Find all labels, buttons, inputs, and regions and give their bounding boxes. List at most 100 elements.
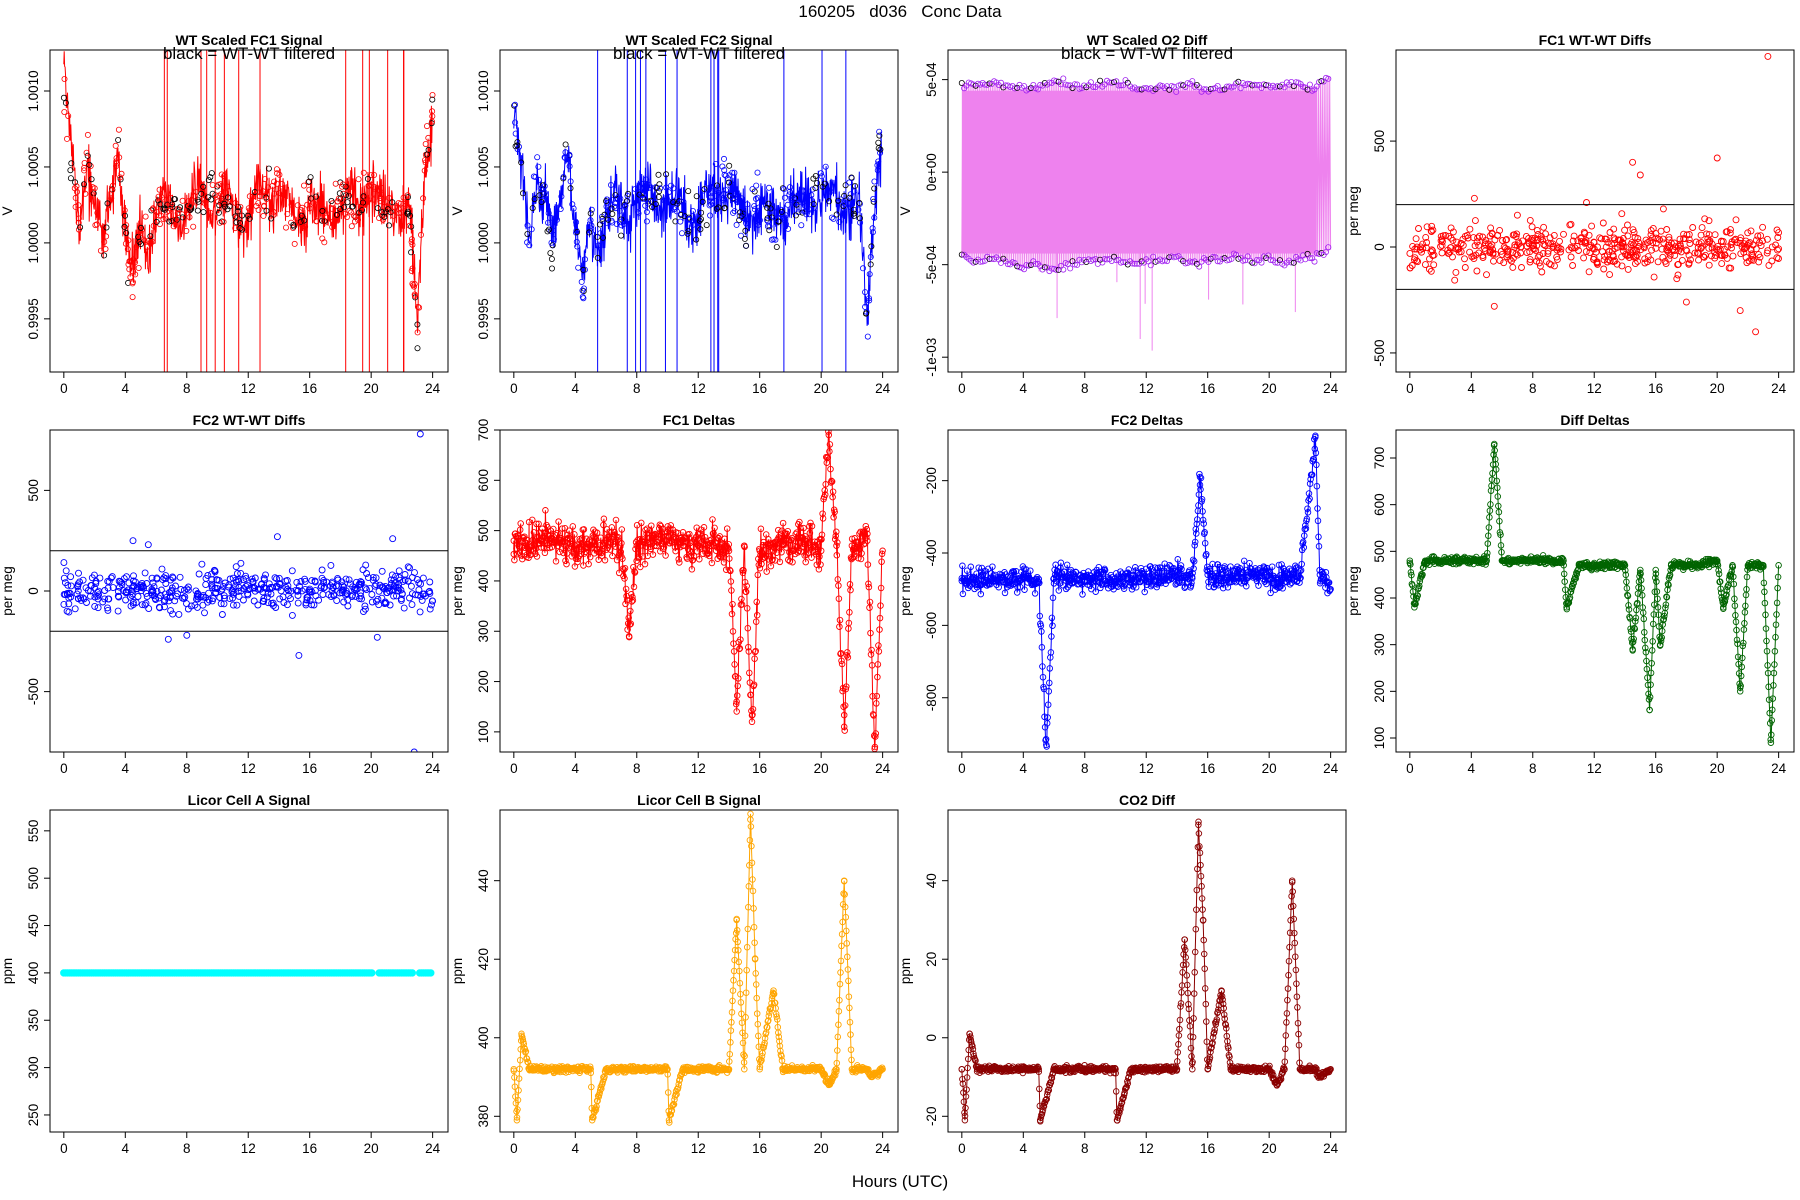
data-point-412 — [378, 594, 386, 602]
data-point-361 — [587, 210, 594, 217]
data-point-420 — [99, 598, 107, 606]
data-point-462 — [1638, 592, 1646, 599]
data-point-62 — [375, 214, 382, 221]
lower-point-42 — [1053, 266, 1060, 273]
x-tick-label: 12 — [1139, 381, 1154, 396]
data-point-276 — [649, 551, 657, 558]
data-point-178 — [1495, 508, 1503, 516]
data-point-488 — [202, 581, 210, 589]
data-point-366 — [1666, 243, 1673, 251]
data-point-487 — [1486, 248, 1494, 256]
outlier-point-10 — [416, 430, 424, 438]
outlier-point-12 — [1636, 171, 1644, 179]
lower-point-83 — [1147, 262, 1154, 269]
data-point-315 — [121, 207, 128, 214]
data-point-140 — [142, 599, 150, 607]
y-tick-label: -600 — [924, 612, 939, 639]
data-point-59 — [169, 216, 176, 223]
data-point-728 — [1772, 633, 1779, 641]
data-point-426 — [425, 588, 433, 596]
y-tick-label: 1.0005 — [476, 146, 491, 187]
data-point-226 — [697, 226, 704, 233]
lower-point-110 — [1210, 253, 1217, 260]
data-point-236 — [629, 597, 637, 604]
plot-frame — [499, 429, 899, 753]
data-point-384 — [171, 597, 179, 605]
data-point-110 — [254, 601, 262, 609]
upper-point-106 — [1200, 86, 1207, 93]
data-point-465 — [1640, 615, 1648, 623]
data-point-157 — [194, 196, 201, 203]
data-point-37 — [713, 205, 720, 212]
data-point-364 — [1685, 259, 1693, 267]
data-point-251 — [752, 195, 759, 202]
data-point-297 — [707, 194, 714, 201]
data-point-296 — [169, 610, 177, 618]
data-point-139 — [62, 99, 69, 106]
data-point-53 — [536, 540, 544, 547]
data-point-724 — [1770, 682, 1777, 689]
data-point-353 — [574, 243, 581, 250]
upper-point-157 — [1318, 78, 1325, 85]
data-point-43 — [157, 586, 165, 594]
data-point-477 — [751, 655, 758, 662]
data-point-369 — [1621, 226, 1629, 234]
data-point-338 — [788, 195, 795, 202]
data-point-249 — [635, 554, 643, 562]
data-point-701 — [864, 530, 871, 538]
data-point-201 — [612, 543, 619, 550]
data-point-177 — [600, 521, 607, 529]
data-point-78 — [1423, 223, 1431, 231]
data-point-304 — [773, 243, 780, 250]
data-point-603 — [815, 566, 823, 573]
data-point-253 — [638, 519, 645, 527]
data-point-369 — [410, 283, 417, 290]
data-point-291 — [1423, 239, 1431, 246]
x-tick-label: 4 — [1468, 761, 1476, 776]
data-point-22 — [714, 182, 721, 189]
data-point-463 — [1642, 236, 1650, 244]
data-point-182 — [712, 160, 719, 167]
data-point-582 — [1253, 575, 1260, 582]
data-point-648 — [837, 649, 845, 657]
data-point-211 — [1553, 253, 1561, 261]
data-point-194 — [608, 524, 616, 531]
data-point-712 — [869, 711, 877, 718]
upper-point-152 — [1306, 81, 1313, 88]
data-point-501 — [763, 568, 770, 575]
data-point-103 — [1544, 250, 1552, 258]
data-point-658 — [842, 685, 850, 693]
data-point-670 — [1297, 567, 1305, 574]
data-point-254 — [1461, 264, 1469, 271]
data-point-355 — [381, 582, 389, 590]
upper-point-44 — [1057, 81, 1064, 88]
outlier-point-3 — [1452, 268, 1460, 276]
data-point-59 — [1447, 224, 1455, 232]
data-point-208 — [319, 207, 326, 214]
data-point-215 — [788, 196, 795, 203]
data-point-708 — [867, 651, 875, 658]
data-point-174 — [1493, 477, 1501, 485]
x-tick-label: 0 — [60, 761, 68, 776]
plot-area — [958, 432, 1334, 750]
data-point-259 — [601, 211, 608, 218]
data-point-341 — [340, 181, 347, 188]
x-tick-label: 8 — [183, 381, 191, 396]
data-point-657 — [841, 702, 849, 709]
data-point-216 — [1538, 268, 1546, 276]
data-point-452 — [1634, 599, 1641, 607]
data-point-267 — [368, 181, 375, 188]
data-point-419 — [1750, 256, 1757, 264]
data-point-319 — [536, 192, 543, 199]
data-point-375 — [721, 190, 728, 197]
data-point-464 — [140, 584, 148, 592]
upper-point-151 — [1304, 86, 1311, 93]
data-point-186 — [255, 206, 262, 213]
data-point-512 — [349, 591, 357, 599]
data-point-604 — [816, 553, 823, 560]
data-point-145 — [1031, 590, 1039, 597]
data-point-485 — [261, 576, 268, 584]
data-point-471 — [1196, 473, 1204, 481]
data-point-315 — [657, 185, 664, 192]
data-point-452 — [1187, 582, 1195, 589]
